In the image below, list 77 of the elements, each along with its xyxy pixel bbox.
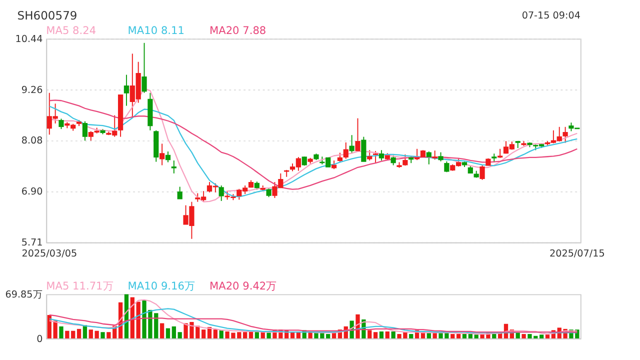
text: MA20 7.88 xyxy=(209,24,266,37)
candlestick xyxy=(142,42,147,94)
bar xyxy=(540,334,544,338)
text: MA10 8.11 xyxy=(128,24,184,37)
x-tick-label: 2025/07/15 xyxy=(550,248,605,260)
bar xyxy=(456,334,461,338)
bar xyxy=(248,331,254,338)
candlestick xyxy=(444,160,450,173)
bar xyxy=(88,330,93,338)
y-tick-label: 8.08 xyxy=(21,136,43,147)
bar xyxy=(59,326,64,338)
candlestick xyxy=(124,74,130,106)
candlestick xyxy=(367,150,372,161)
bar xyxy=(76,328,82,338)
text: MA20 9.42万 xyxy=(209,280,278,292)
candlestick xyxy=(432,150,438,160)
bar xyxy=(379,331,384,338)
candlestick xyxy=(343,142,348,160)
bar xyxy=(201,330,206,338)
line-series xyxy=(48,314,578,334)
bar xyxy=(462,334,467,338)
bar xyxy=(385,331,390,338)
bar xyxy=(409,334,414,338)
bar xyxy=(100,332,105,338)
y-tick-label: 0 xyxy=(36,334,43,345)
y-tick-label: 9.26 xyxy=(21,84,43,96)
bar xyxy=(178,332,182,338)
bar xyxy=(450,334,455,338)
bar xyxy=(213,330,218,338)
candlestick xyxy=(58,118,64,130)
chart-title: SH600579 xyxy=(17,8,78,22)
y-tick-label: 6.90 xyxy=(21,186,43,198)
candlestick xyxy=(438,152,444,162)
bar xyxy=(391,331,396,338)
bar xyxy=(260,332,265,338)
y-tick-label: 10.44 xyxy=(15,34,43,45)
y-tick-label: 69.85万 xyxy=(5,290,43,301)
bar xyxy=(368,330,372,338)
line-series xyxy=(48,299,578,335)
bar xyxy=(94,330,99,338)
candlestick xyxy=(177,186,182,200)
bar xyxy=(266,332,271,338)
candlestick xyxy=(355,118,360,152)
candlestick xyxy=(165,150,171,163)
x-tick-label: 2025/03/05 xyxy=(22,248,78,260)
candlestick xyxy=(498,148,503,158)
bar xyxy=(492,334,496,338)
text: 07-15 09:04 xyxy=(522,10,580,22)
bar xyxy=(326,334,330,338)
bar xyxy=(474,334,478,338)
bar xyxy=(219,330,224,338)
bar xyxy=(373,332,378,338)
y-tick-label: 5.71 xyxy=(21,238,43,249)
text: MA10 9.16万 xyxy=(128,280,196,292)
bar xyxy=(522,334,526,338)
candlestick xyxy=(82,120,88,142)
bar xyxy=(166,328,170,338)
candlestick xyxy=(218,184,224,202)
candlestick xyxy=(337,152,343,163)
candlestick xyxy=(349,134,354,154)
bar xyxy=(172,326,176,338)
bar xyxy=(468,334,472,338)
candlestick xyxy=(171,160,176,174)
bar xyxy=(254,332,260,338)
text: MA5 8.24 xyxy=(46,24,96,37)
bar xyxy=(160,323,164,338)
candlestick xyxy=(361,136,366,162)
bar xyxy=(545,334,550,338)
candlestick xyxy=(378,150,384,161)
bar xyxy=(136,302,140,338)
bar xyxy=(243,332,248,338)
bar xyxy=(516,332,520,338)
candlestick xyxy=(160,143,165,166)
text: MA5 11.71万 xyxy=(46,280,114,292)
candlestick xyxy=(562,126,568,144)
candlestick xyxy=(426,150,432,165)
candlestick xyxy=(480,164,485,180)
